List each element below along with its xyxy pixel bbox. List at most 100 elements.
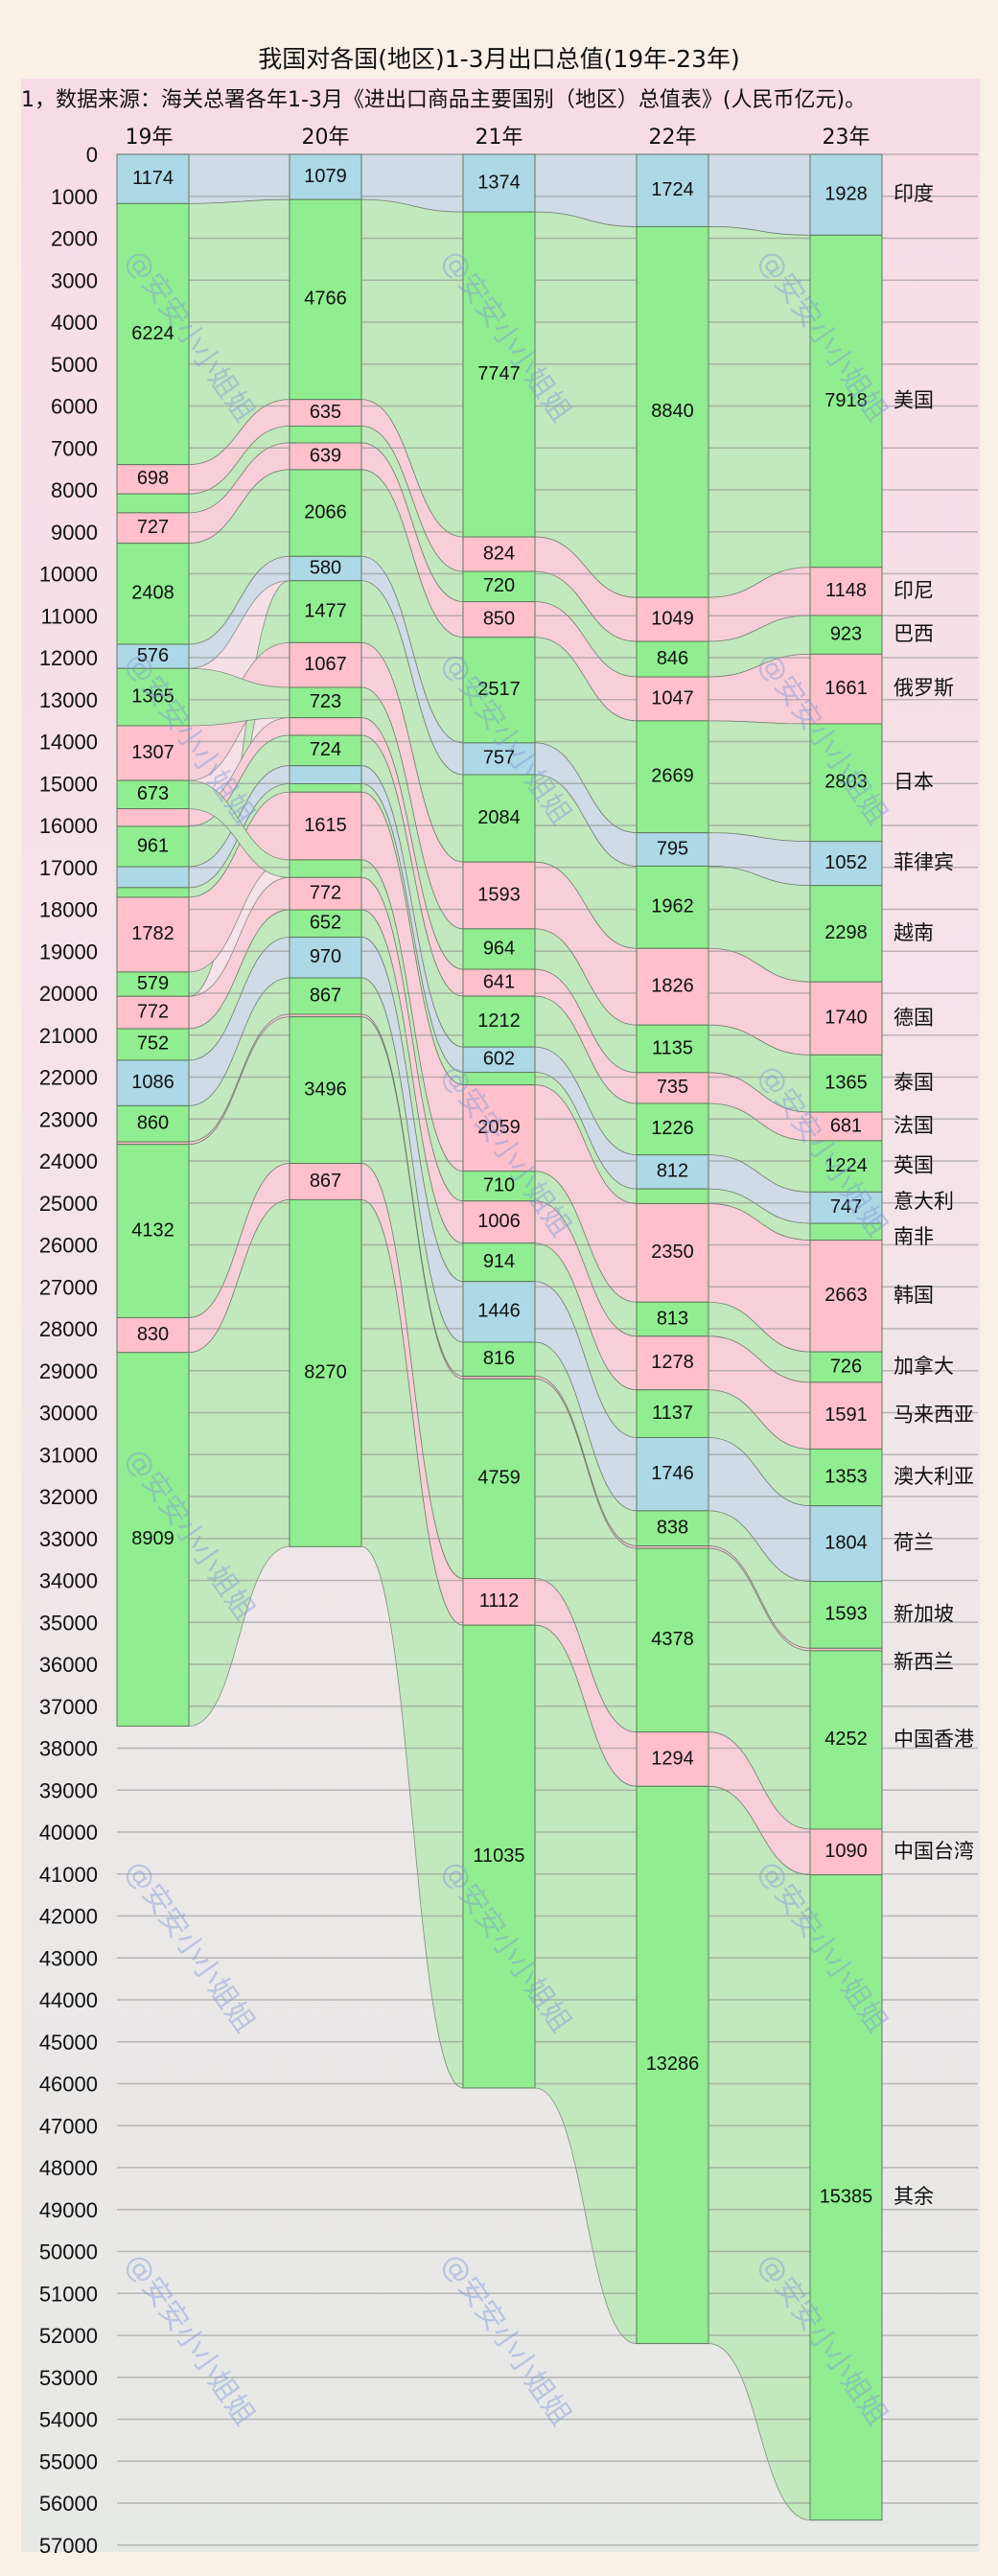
y-tick-label: 4000 bbox=[51, 311, 98, 335]
bar-segment bbox=[809, 1381, 883, 1450]
segment-value: 867 bbox=[310, 1171, 341, 1192]
bar-segment bbox=[809, 885, 883, 983]
y-tick-label: 44000 bbox=[39, 1988, 98, 2012]
country-label: 巴西 bbox=[894, 622, 934, 645]
y-tick-label: 5000 bbox=[51, 353, 98, 377]
watermark-text: @安安小小姐姐 bbox=[434, 2248, 577, 2432]
segment-value: 2408 bbox=[131, 583, 174, 604]
y-tick-label: 12000 bbox=[39, 646, 98, 670]
segment-value: 2084 bbox=[477, 807, 521, 828]
bar-segment bbox=[116, 667, 190, 727]
bar-segment bbox=[289, 1016, 362, 1165]
segment-value: 11035 bbox=[473, 1845, 524, 1867]
segment-value: 4378 bbox=[651, 1629, 694, 1650]
segment-value: 727 bbox=[137, 517, 169, 538]
segment-value: 1307 bbox=[131, 742, 174, 763]
source-note: 1，数据来源：海关总署各年1-3月《进出口商品主要国别（地区）总值表》(人民币亿… bbox=[21, 88, 867, 112]
flow-band bbox=[708, 153, 811, 236]
segment-value: 1079 bbox=[304, 166, 347, 187]
segment-value: 830 bbox=[137, 1324, 169, 1345]
segment-value: 1615 bbox=[304, 815, 347, 836]
y-tick-label: 3000 bbox=[51, 268, 98, 292]
y-tick-label: 1000 bbox=[51, 185, 98, 209]
flow-band bbox=[534, 1624, 638, 2344]
segment-value: 914 bbox=[483, 1251, 515, 1272]
y-axis: 0 1000 2000 3000 4000 5000 6000 7000 8000 9000 100… bbox=[39, 143, 98, 2558]
y-tick-label: 19000 bbox=[39, 940, 98, 963]
year-header: 23年 bbox=[823, 126, 870, 150]
y-tick-label: 57000 bbox=[39, 2534, 98, 2558]
country-label: 意大利 bbox=[894, 1190, 954, 1213]
segment-value: 8840 bbox=[651, 401, 694, 422]
segment-value: 641 bbox=[483, 971, 515, 992]
bar-segment bbox=[116, 995, 190, 1030]
bar-segment bbox=[636, 1102, 709, 1156]
y-tick-label: 18000 bbox=[39, 898, 98, 922]
segment-value: 580 bbox=[310, 557, 341, 578]
bar-segment bbox=[289, 791, 362, 861]
bar-segment bbox=[116, 1104, 190, 1143]
segment-value: 724 bbox=[310, 739, 341, 760]
segment-value: 1052 bbox=[824, 852, 868, 873]
bar-segment bbox=[809, 1111, 883, 1142]
segment-value: 7747 bbox=[477, 363, 521, 384]
segment-value: 576 bbox=[137, 645, 169, 666]
bar-segment bbox=[116, 825, 190, 868]
country-label: 中国香港 bbox=[894, 1728, 974, 1751]
segment-value: 1593 bbox=[824, 1604, 868, 1625]
bar-segment bbox=[636, 596, 709, 642]
bar-segment bbox=[116, 896, 190, 973]
segment-value: 1477 bbox=[304, 600, 347, 621]
bar-segment bbox=[289, 399, 362, 427]
country-label: 印尼 bbox=[894, 579, 934, 602]
y-tick-label: 10000 bbox=[39, 563, 98, 587]
bar-segment bbox=[289, 876, 362, 911]
bar-segment bbox=[636, 1335, 709, 1391]
bar-segment bbox=[289, 580, 362, 643]
bar-segment bbox=[289, 734, 362, 767]
segment-value: 1294 bbox=[651, 1748, 694, 1769]
bar-segment bbox=[636, 1785, 709, 2345]
segment-value: 772 bbox=[137, 1001, 169, 1022]
segment-value: 961 bbox=[137, 835, 169, 856]
bar-segment bbox=[289, 717, 362, 736]
segment-value: 579 bbox=[137, 973, 169, 994]
bar-segment bbox=[809, 1054, 883, 1113]
y-tick-label: 31000 bbox=[39, 1443, 98, 1467]
segment-value: 1928 bbox=[824, 183, 868, 204]
bar-segment bbox=[462, 1242, 536, 1283]
y-tick-label: 22000 bbox=[39, 1066, 98, 1090]
bar-segment bbox=[289, 909, 362, 939]
segment-value: 1962 bbox=[651, 896, 694, 917]
y-tick-label: 46000 bbox=[39, 2073, 98, 2097]
y-tick-label: 9000 bbox=[51, 521, 98, 545]
bar-segment bbox=[636, 1154, 709, 1190]
country-label: 马来西亚 bbox=[894, 1404, 974, 1427]
y-tick-label: 35000 bbox=[39, 1611, 98, 1635]
y-tick-label: 11000 bbox=[40, 604, 98, 628]
segment-value: 602 bbox=[483, 1049, 515, 1070]
bar-segment bbox=[636, 832, 709, 867]
country-label: 其余 bbox=[894, 2185, 934, 2208]
y-tick-label: 14000 bbox=[39, 731, 98, 754]
segment-value: 1224 bbox=[824, 1155, 868, 1176]
bar-segment bbox=[116, 202, 190, 466]
bar-segment bbox=[289, 198, 362, 401]
watermark-text: @安安小小姐姐 bbox=[118, 2248, 261, 2432]
bar-segment bbox=[289, 783, 362, 793]
y-tick-label: 6000 bbox=[51, 395, 98, 419]
segment-value: 795 bbox=[657, 838, 688, 859]
bar-segment bbox=[289, 859, 362, 878]
bar-segment bbox=[289, 977, 362, 1015]
segment-value: 1047 bbox=[651, 687, 694, 708]
y-tick-label: 40000 bbox=[39, 1821, 98, 1845]
bar-segment bbox=[809, 1240, 883, 1353]
bar-segment bbox=[462, 1281, 536, 1343]
bar-segment bbox=[462, 1084, 536, 1172]
segment-value: 635 bbox=[310, 402, 341, 423]
segment-value: 2066 bbox=[304, 501, 347, 522]
segment-value: 1067 bbox=[304, 654, 347, 675]
bar-segment bbox=[809, 1140, 883, 1193]
country-label: 南非 bbox=[894, 1225, 934, 1248]
segment-value: 1724 bbox=[651, 179, 694, 200]
